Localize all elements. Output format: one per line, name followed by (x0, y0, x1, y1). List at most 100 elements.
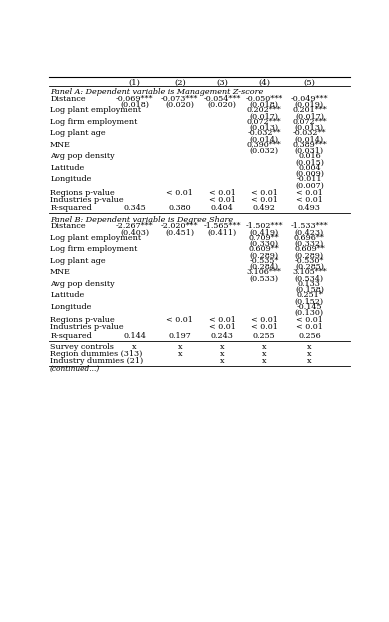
Text: Distance: Distance (50, 95, 86, 103)
Text: -0.054***: -0.054*** (203, 95, 241, 103)
Text: x: x (262, 343, 266, 351)
Text: -0.032**: -0.032** (247, 129, 281, 137)
Text: (0.423): (0.423) (295, 229, 324, 236)
Text: Log firm employment: Log firm employment (50, 118, 137, 126)
Text: (0.020): (0.020) (207, 101, 237, 109)
Text: 0.493: 0.493 (298, 205, 321, 212)
Text: x: x (307, 343, 312, 351)
Text: (0.330): (0.330) (250, 240, 279, 248)
Text: (0.013): (0.013) (295, 124, 324, 132)
Text: (0.014): (0.014) (250, 136, 279, 144)
Text: (0.534): (0.534) (295, 274, 324, 282)
Text: (0.031): (0.031) (295, 147, 324, 155)
Text: (0.009): (0.009) (295, 170, 324, 178)
Text: 0.072***: 0.072*** (247, 118, 282, 126)
Text: (0.019): (0.019) (295, 101, 324, 109)
Text: 0.144: 0.144 (123, 332, 146, 340)
Text: x: x (307, 356, 312, 364)
Text: < 0.01: < 0.01 (251, 323, 278, 331)
Text: Industry dummies (21): Industry dummies (21) (50, 356, 144, 364)
Text: Longitude: Longitude (50, 175, 91, 183)
Text: (3): (3) (216, 79, 228, 87)
Text: < 0.01: < 0.01 (296, 195, 323, 203)
Text: Regions p-value: Regions p-value (50, 316, 115, 324)
Text: -0.145: -0.145 (297, 303, 322, 311)
Text: Log plant age: Log plant age (50, 257, 106, 265)
Text: (0.014): (0.014) (295, 136, 324, 144)
Text: -0.073***: -0.073*** (161, 95, 198, 103)
Text: (continued...): (continued...) (50, 364, 100, 373)
Text: x: x (177, 343, 182, 351)
Text: Survey controls: Survey controls (50, 343, 114, 351)
Text: Log firm employment: Log firm employment (50, 245, 137, 253)
Text: 0.202***: 0.202*** (247, 106, 282, 114)
Text: 0.255: 0.255 (253, 332, 275, 340)
Text: -0.049***: -0.049*** (291, 95, 328, 103)
Text: 0.404: 0.404 (210, 205, 233, 212)
Text: < 0.01: < 0.01 (296, 323, 323, 331)
Text: (2): (2) (174, 79, 186, 87)
Text: 3.106***: 3.106*** (247, 268, 282, 276)
Text: (0.018): (0.018) (250, 101, 279, 109)
Text: x: x (220, 343, 224, 351)
Text: (0.158): (0.158) (295, 286, 324, 294)
Text: 0.133: 0.133 (298, 280, 321, 288)
Text: < 0.01: < 0.01 (251, 188, 278, 197)
Text: x: x (220, 356, 224, 364)
Text: (1): (1) (129, 79, 140, 87)
Text: -1.533***: -1.533*** (291, 223, 328, 230)
Text: 0.256: 0.256 (298, 332, 321, 340)
Text: < 0.01: < 0.01 (209, 188, 235, 197)
Text: (0.015): (0.015) (295, 159, 324, 167)
Text: -0.032**: -0.032** (293, 129, 326, 137)
Text: < 0.01: < 0.01 (251, 195, 278, 203)
Text: (0.289): (0.289) (295, 251, 324, 259)
Text: 0.609**: 0.609** (294, 245, 325, 253)
Text: x: x (220, 350, 224, 358)
Text: x: x (262, 350, 266, 358)
Text: (0.018): (0.018) (120, 101, 149, 109)
Text: (0.403): (0.403) (120, 229, 149, 236)
Text: (0.533): (0.533) (250, 274, 279, 282)
Text: -0.011: -0.011 (297, 175, 322, 183)
Text: (0.013): (0.013) (250, 124, 279, 132)
Text: 0.389***: 0.389*** (292, 141, 327, 149)
Text: 0.243: 0.243 (210, 332, 233, 340)
Text: 0.380: 0.380 (168, 205, 191, 212)
Text: -0.069***: -0.069*** (116, 95, 153, 103)
Text: x: x (262, 356, 266, 364)
Text: Latitude: Latitude (50, 164, 84, 172)
Text: 0.251*: 0.251* (296, 291, 323, 299)
Text: Log plant employment: Log plant employment (50, 106, 141, 114)
Text: (0.032): (0.032) (250, 147, 279, 155)
Text: 0.696**: 0.696** (294, 234, 325, 242)
Text: Panel A: Dependent variable is Management Z-score: Panel A: Dependent variable is Managemen… (50, 88, 263, 96)
Text: Region dummies (313): Region dummies (313) (50, 350, 142, 358)
Text: (0.332): (0.332) (295, 240, 324, 248)
Text: -0.530*: -0.530* (295, 257, 324, 265)
Text: Log plant age: Log plant age (50, 129, 106, 137)
Text: x: x (132, 343, 137, 351)
Text: 0.197: 0.197 (168, 332, 191, 340)
Text: (0.284): (0.284) (250, 263, 279, 271)
Text: (0.017): (0.017) (250, 113, 279, 121)
Text: 0.492: 0.492 (253, 205, 276, 212)
Text: < 0.01: < 0.01 (296, 188, 323, 197)
Text: Panel B: Dependent variable is Degree Share: Panel B: Dependent variable is Degree Sh… (50, 215, 233, 223)
Text: < 0.01: < 0.01 (251, 316, 278, 324)
Text: Log plant employment: Log plant employment (50, 234, 141, 242)
Text: (0.152): (0.152) (295, 297, 324, 305)
Text: R-squared: R-squared (50, 205, 92, 212)
Text: x: x (307, 350, 312, 358)
Text: 0.016: 0.016 (298, 152, 321, 160)
Text: -0.535*: -0.535* (249, 257, 279, 265)
Text: Longitude: Longitude (50, 303, 91, 311)
Text: 0.390***: 0.390*** (247, 141, 282, 149)
Text: (0.419): (0.419) (250, 229, 279, 236)
Text: Avg pop density: Avg pop density (50, 152, 115, 160)
Text: MNE: MNE (50, 141, 71, 149)
Text: (5): (5) (303, 79, 315, 87)
Text: (0.451): (0.451) (165, 229, 194, 236)
Text: Distance: Distance (50, 223, 86, 230)
Text: 0.709**: 0.709** (249, 234, 279, 242)
